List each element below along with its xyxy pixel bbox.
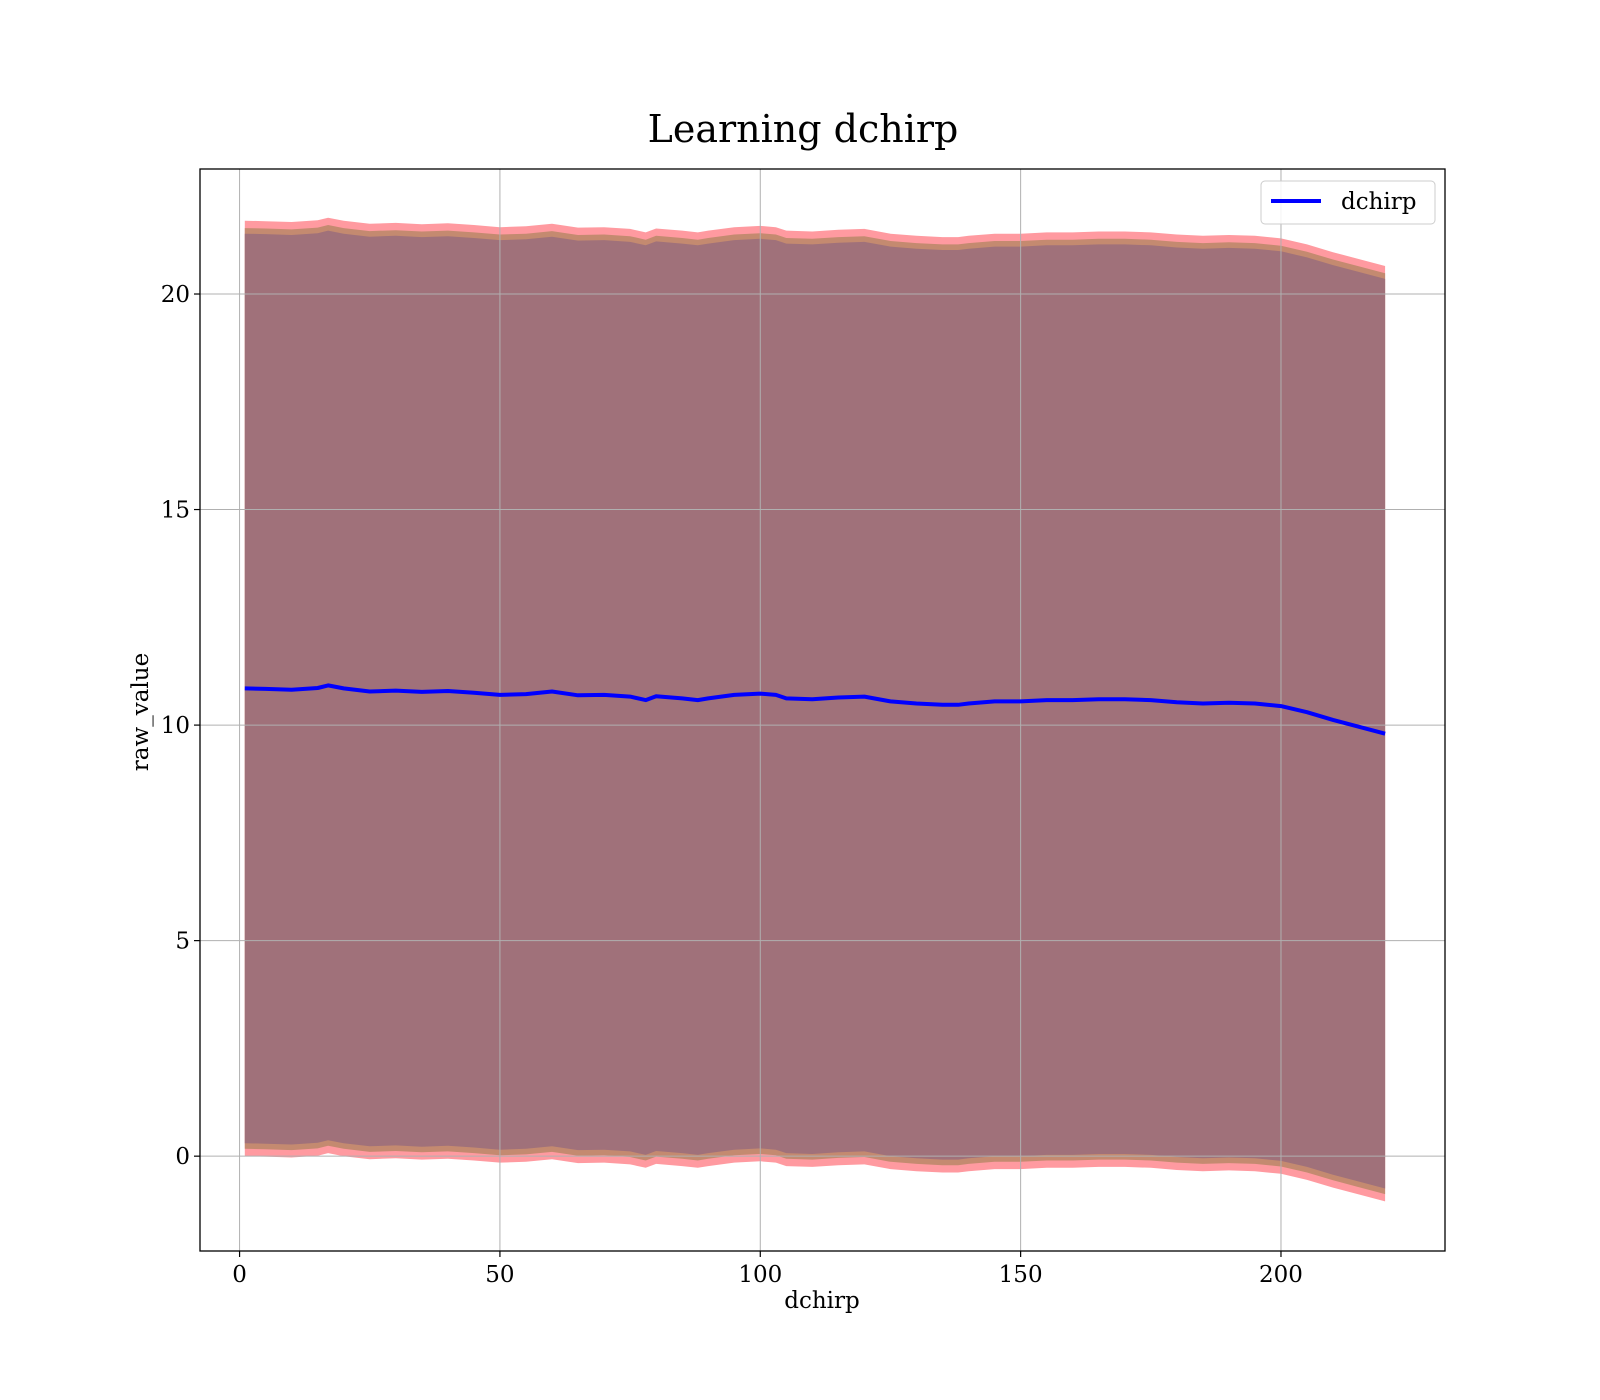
axis-ticks: 0 50 100 150 200 0 5 10 15 20 xyxy=(161,282,1303,1288)
y-tick-label: 15 xyxy=(161,498,190,524)
y-tick-label: 0 xyxy=(175,1144,190,1170)
series-line-dchirp xyxy=(244,683,1386,736)
grid xyxy=(200,169,1445,1251)
y-axis-label: raw_value xyxy=(128,653,154,771)
x-tick-label: 150 xyxy=(999,1262,1043,1288)
plot-frame xyxy=(199,168,1446,1252)
legend: dchirp xyxy=(1260,180,1436,225)
legend-label: dchirp xyxy=(1341,189,1417,215)
series-line-layer xyxy=(244,683,1386,736)
chart-title: Learning dchirp xyxy=(648,107,959,151)
x-tick-label: 200 xyxy=(1259,1262,1303,1288)
x-tick-label: 100 xyxy=(738,1262,782,1288)
x-tick-label: 0 xyxy=(232,1262,247,1288)
x-axis-label: dchirp xyxy=(784,1288,860,1314)
y-tick-label: 5 xyxy=(175,929,190,955)
legend-box xyxy=(1260,180,1436,225)
band-inner xyxy=(244,230,1386,1189)
y-tick-label: 20 xyxy=(161,282,190,308)
x-tick-label: 50 xyxy=(485,1262,514,1288)
y-tick-label: 10 xyxy=(161,713,190,739)
uncertainty-bands xyxy=(244,217,1386,1202)
